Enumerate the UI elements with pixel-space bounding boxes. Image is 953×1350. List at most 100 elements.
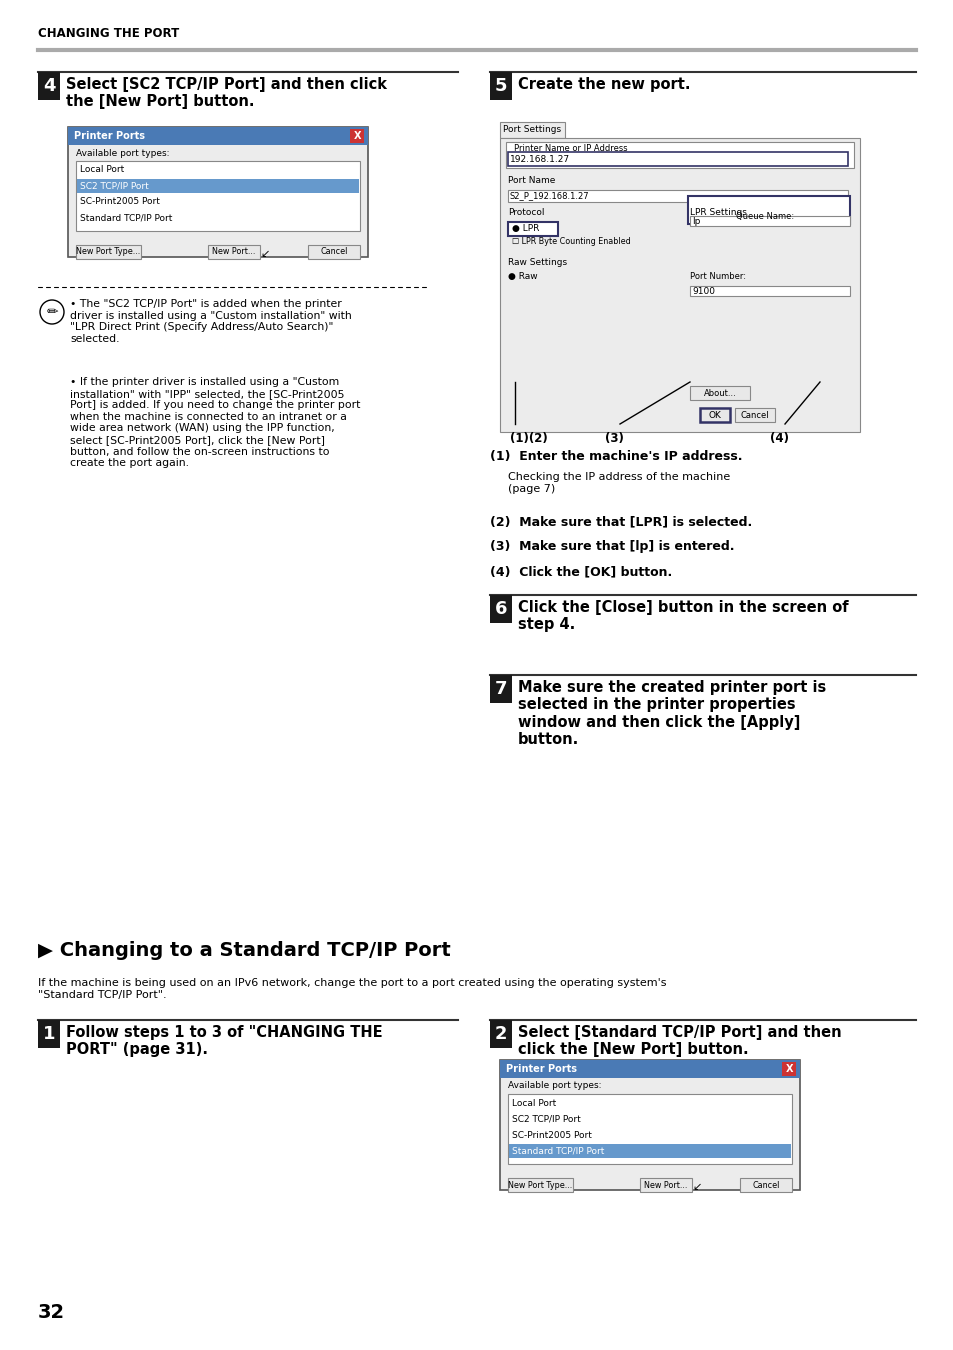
- Text: SC-Print2005 Port: SC-Print2005 Port: [80, 197, 160, 207]
- Text: 7: 7: [495, 680, 507, 698]
- Bar: [507, 1094, 791, 1164]
- FancyBboxPatch shape: [499, 1060, 800, 1189]
- Text: ☐ LPR Byte Counting Enabled: ☐ LPR Byte Counting Enabled: [512, 238, 630, 247]
- Text: Printer Ports: Printer Ports: [74, 131, 145, 140]
- Bar: [740, 1179, 791, 1192]
- Bar: [490, 675, 512, 703]
- Text: ↙: ↙: [691, 1183, 700, 1192]
- Bar: [208, 244, 260, 259]
- Text: • The "SC2 TCP/IP Port" is added when the printer
driver is installed using a "C: • The "SC2 TCP/IP Port" is added when th…: [70, 298, 352, 344]
- Text: OK: OK: [708, 410, 720, 420]
- Text: 5: 5: [495, 77, 507, 95]
- Bar: [38, 72, 60, 100]
- Bar: [689, 216, 849, 225]
- Text: Click the [Close] button in the screen of
step 4.: Click the [Close] button in the screen o…: [517, 599, 848, 632]
- Text: 9100: 9100: [691, 286, 714, 296]
- Text: New Port...: New Port...: [213, 247, 255, 256]
- Bar: [505, 142, 853, 167]
- Bar: [77, 180, 358, 193]
- Bar: [499, 1060, 800, 1079]
- Text: S2_P_192.168.1.27: S2_P_192.168.1.27: [510, 192, 589, 201]
- Text: New Port Type...: New Port Type...: [508, 1180, 572, 1189]
- Bar: [499, 122, 564, 138]
- Bar: [781, 1062, 795, 1076]
- Text: Select [SC2 TCP/IP Port] and then click
the [New Port] button.: Select [SC2 TCP/IP Port] and then click …: [66, 77, 387, 109]
- Text: New Port Type...: New Port Type...: [76, 247, 140, 256]
- Text: 6: 6: [495, 599, 507, 618]
- Text: Local Port: Local Port: [80, 166, 124, 174]
- Text: Printer Ports: Printer Ports: [505, 1064, 577, 1075]
- Text: ● LPR: ● LPR: [512, 224, 538, 234]
- Text: (3)  Make sure that [lp] is entered.: (3) Make sure that [lp] is entered.: [490, 540, 734, 553]
- Text: Protocol: Protocol: [507, 208, 544, 217]
- Text: 192.168.1.27: 192.168.1.27: [510, 154, 570, 163]
- Text: (4): (4): [769, 432, 788, 446]
- Text: (1)  Enter the machine's IP address.: (1) Enter the machine's IP address.: [490, 450, 741, 463]
- Text: ✏: ✏: [46, 305, 58, 319]
- Text: Make sure the created printer port is
selected in the printer properties
window : Make sure the created printer port is se…: [517, 680, 825, 747]
- Text: (4)  Click the [OK] button.: (4) Click the [OK] button.: [490, 566, 672, 578]
- Text: Available port types:: Available port types:: [76, 148, 170, 158]
- Text: X: X: [354, 131, 361, 140]
- Text: Queue Name:: Queue Name:: [735, 212, 793, 221]
- Bar: [507, 221, 558, 236]
- Text: ● Raw: ● Raw: [507, 271, 537, 281]
- Text: Select [Standard TCP/IP Port] and then
click the [New Port] button.: Select [Standard TCP/IP Port] and then c…: [517, 1025, 841, 1057]
- Text: SC-Print2005 Port: SC-Print2005 Port: [512, 1130, 591, 1139]
- Text: 1: 1: [43, 1025, 55, 1044]
- Bar: [639, 1179, 691, 1192]
- Text: (3): (3): [604, 432, 623, 446]
- Circle shape: [40, 300, 64, 324]
- Text: SC2 TCP/IP Port: SC2 TCP/IP Port: [512, 1115, 580, 1123]
- Text: 2: 2: [495, 1025, 507, 1044]
- Text: CHANGING THE PORT: CHANGING THE PORT: [38, 27, 179, 40]
- Bar: [700, 408, 729, 423]
- Text: Cancel: Cancel: [752, 1180, 779, 1189]
- Text: 32: 32: [38, 1303, 65, 1322]
- Text: About...: About...: [703, 389, 736, 397]
- Bar: [507, 153, 847, 166]
- Text: Cancel: Cancel: [740, 410, 768, 420]
- Text: Port Name: Port Name: [507, 176, 555, 185]
- Text: LPR Settings: LPR Settings: [689, 208, 746, 217]
- Text: ▶ Changing to a Standard TCP/IP Port: ▶ Changing to a Standard TCP/IP Port: [38, 941, 450, 960]
- Bar: [689, 386, 749, 400]
- Bar: [507, 1179, 573, 1192]
- Bar: [350, 130, 364, 143]
- Bar: [68, 127, 368, 144]
- Text: Create the new port.: Create the new port.: [517, 77, 690, 92]
- Text: Cancel: Cancel: [320, 247, 347, 256]
- Bar: [308, 244, 359, 259]
- Text: Raw Settings: Raw Settings: [507, 258, 566, 267]
- Text: Standard TCP/IP Port: Standard TCP/IP Port: [512, 1146, 604, 1156]
- Bar: [499, 138, 859, 432]
- Text: If the machine is being used on an IPv6 network, change the port to a port creat: If the machine is being used on an IPv6 …: [38, 977, 666, 999]
- Text: (1)(2): (1)(2): [510, 432, 547, 446]
- Bar: [734, 408, 774, 423]
- Bar: [76, 244, 141, 259]
- Text: SC2 TCP/IP Port: SC2 TCP/IP Port: [80, 181, 149, 190]
- Text: 4: 4: [43, 77, 55, 95]
- Text: • If the printer driver is installed using a "Custom
installation" with "IPP" se: • If the printer driver is installed usi…: [70, 377, 360, 468]
- Text: Standard TCP/IP Port: Standard TCP/IP Port: [80, 213, 172, 223]
- Text: ↙: ↙: [260, 248, 269, 259]
- Text: X: X: [785, 1064, 793, 1075]
- Text: New Port...: New Port...: [643, 1180, 687, 1189]
- Bar: [38, 1021, 60, 1048]
- Text: Follow steps 1 to 3 of "CHANGING THE
PORT" (page 31).: Follow steps 1 to 3 of "CHANGING THE POR…: [66, 1025, 382, 1057]
- Bar: [490, 1021, 512, 1048]
- Text: Local Port: Local Port: [512, 1099, 556, 1107]
- Text: Checking the IP address of the machine
(page 7): Checking the IP address of the machine (…: [507, 472, 729, 494]
- Text: Available port types:: Available port types:: [507, 1081, 601, 1091]
- Text: Printer Name or IP Address: Printer Name or IP Address: [514, 144, 627, 153]
- Text: (2)  Make sure that [LPR] is selected.: (2) Make sure that [LPR] is selected.: [490, 514, 752, 528]
- Text: lp: lp: [691, 216, 700, 225]
- Bar: [509, 1143, 790, 1158]
- Text: Port Settings: Port Settings: [502, 126, 560, 135]
- Bar: [689, 286, 849, 296]
- Text: Port Number:: Port Number:: [689, 271, 745, 281]
- FancyBboxPatch shape: [68, 127, 368, 256]
- Bar: [76, 161, 359, 231]
- Bar: [490, 72, 512, 100]
- Bar: [490, 595, 512, 622]
